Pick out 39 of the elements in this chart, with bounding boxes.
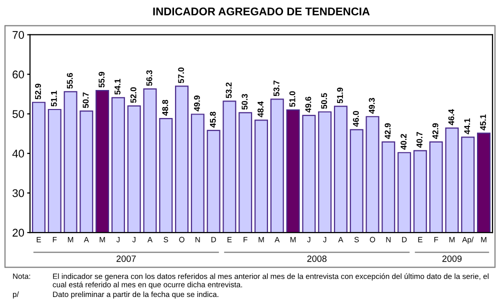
data-label: 52.0 (130, 87, 136, 103)
data-label: 48.8 (162, 100, 168, 116)
data-label: 56.3 (146, 70, 152, 86)
y-tick-label: 20 (12, 228, 24, 237)
data-label: 42.9 (384, 123, 391, 140)
text: 2007 (116, 256, 136, 262)
data-label: 53.7 (273, 80, 280, 96)
data-label: 48.4 (258, 101, 264, 118)
data-label: 40.7 (416, 132, 422, 148)
data-label: 45.8 (210, 112, 216, 128)
data-label: 49.6 (305, 96, 312, 113)
data-label: 46.0 (352, 111, 359, 127)
data-label: 50.5 (321, 93, 328, 109)
data-label: 54.1 (114, 78, 120, 95)
data-label: 55.9 (98, 72, 105, 88)
data-label: 51.0 (289, 91, 296, 107)
data-label: 49.9 (194, 96, 200, 112)
data-label: 52.9 (35, 84, 41, 100)
data-label: 42.9 (432, 123, 438, 140)
data-label: 49.3 (368, 98, 375, 114)
data-label: 40.2 (400, 134, 407, 150)
data-label: 51.1 (51, 90, 57, 106)
data-label: 55.6 (66, 73, 73, 89)
data-label: 44.1 (464, 118, 470, 134)
y-tick-label: 50 (12, 110, 24, 118)
text: 2009 (442, 256, 462, 262)
text: 2008 (307, 256, 327, 262)
y-tick-label: 60 (12, 70, 24, 78)
data-label: 57.0 (178, 68, 184, 84)
y-tick-label: 40 (12, 150, 24, 158)
data-label: 45.1 (480, 114, 486, 130)
data-label: 50.7 (82, 92, 89, 108)
data-label: 50.3 (242, 94, 248, 110)
chart-title: INDICADOR AGREGADO DE TENDENCIA (153, 8, 370, 16)
y-tick-label: 30 (12, 189, 24, 198)
data-label: 53.2 (226, 82, 232, 98)
data-label: 46.4 (448, 109, 454, 126)
y-tick-label: 70 (12, 30, 24, 39)
data-label: 51.9 (337, 88, 343, 104)
